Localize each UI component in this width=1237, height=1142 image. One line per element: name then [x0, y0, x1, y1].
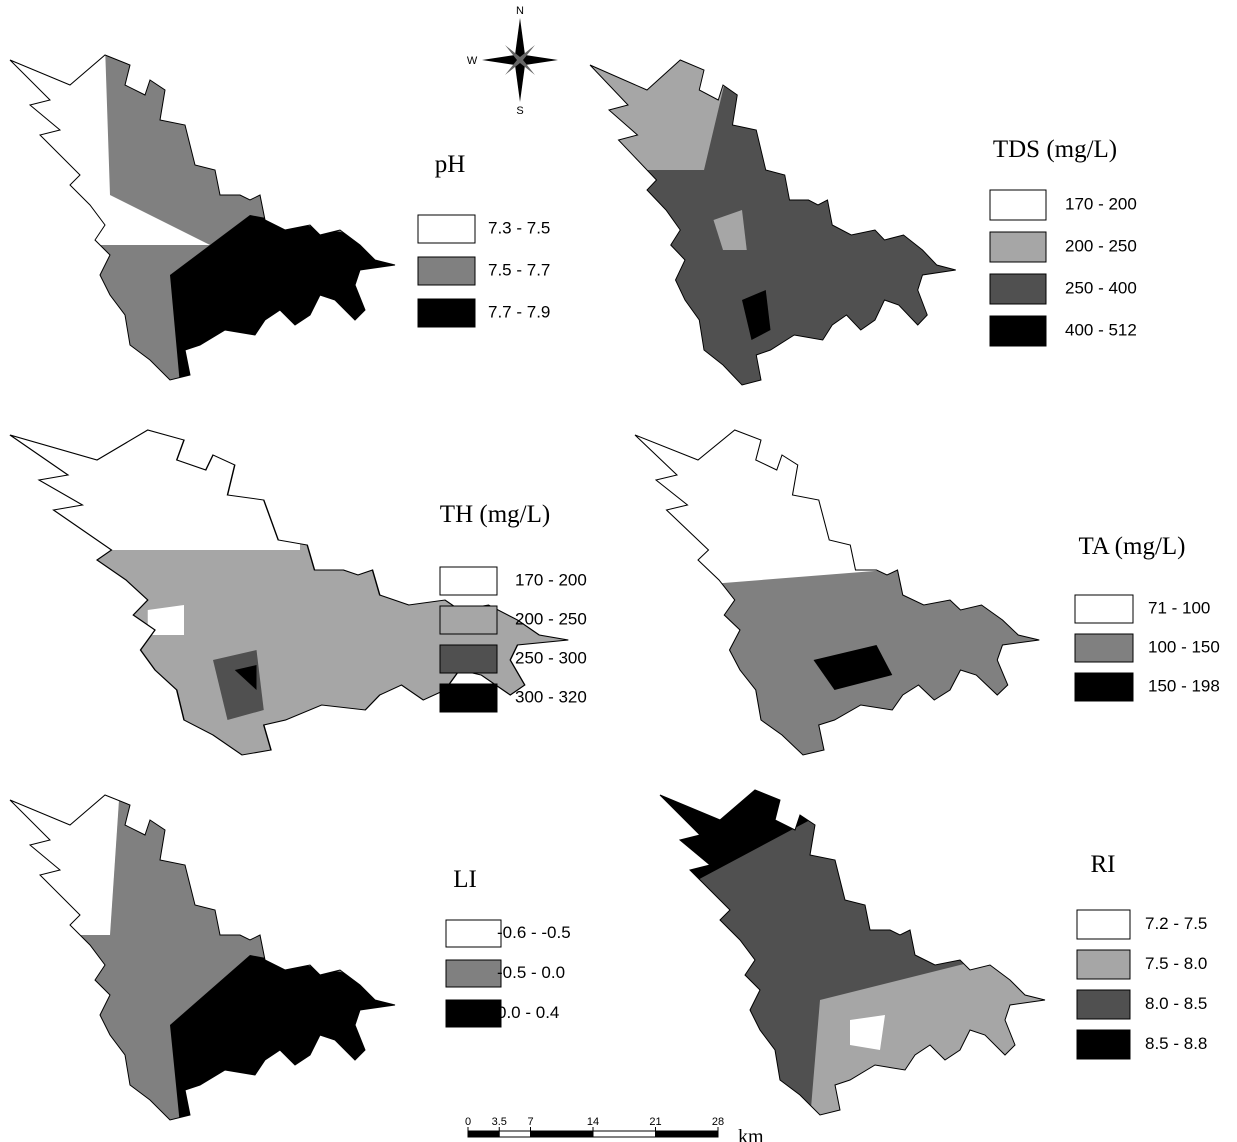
map-panel	[10, 785, 410, 1125]
map-panel	[590, 50, 956, 385]
legend-label: 0.0 - 0.4	[497, 1003, 559, 1022]
legend-label: 170 - 200	[515, 570, 587, 589]
map-title: RI	[1091, 851, 1116, 878]
scale-label: 14	[587, 1116, 599, 1128]
legend-label: -0.5 - 0.0	[497, 963, 565, 982]
map-title: LI	[453, 866, 477, 893]
scale-label: 0	[465, 1116, 471, 1128]
legend-label: 300 - 320	[515, 687, 587, 706]
map-title: TA (mg/L)	[1078, 533, 1185, 560]
zone	[148, 605, 184, 635]
legend-swatch	[418, 257, 475, 285]
compass-south: S	[516, 105, 523, 117]
legend-swatch	[418, 215, 475, 243]
legend-label: 7.5 - 7.7	[488, 260, 550, 279]
map-panel	[10, 45, 410, 385]
scale-segment	[499, 1131, 530, 1137]
scale-label: 28	[712, 1116, 724, 1128]
scale-unit: km	[738, 1126, 764, 1142]
legend-label: 200 - 250	[1065, 236, 1137, 255]
legend-swatch	[990, 232, 1046, 262]
zone	[850, 1015, 885, 1050]
legend-swatch	[440, 567, 497, 595]
legend-swatch	[418, 299, 475, 327]
zone	[10, 420, 300, 550]
legend-swatch	[1077, 910, 1130, 939]
scale-label: 3.5	[492, 1116, 507, 1128]
compass-north: N	[516, 5, 524, 17]
zone	[10, 785, 120, 935]
legend-label: 71 - 100	[1148, 598, 1210, 617]
scale-segment	[531, 1131, 594, 1137]
legend-swatch	[1077, 1030, 1130, 1059]
scale-label: 7	[527, 1116, 533, 1128]
legend-swatch	[446, 1000, 501, 1027]
scale-label: 21	[649, 1116, 661, 1128]
map-title: TDS (mg/L)	[993, 136, 1117, 163]
legend-swatch	[990, 316, 1046, 346]
zone	[635, 420, 887, 590]
legend-swatch	[990, 274, 1046, 304]
scale-segment	[468, 1131, 499, 1137]
legend-swatch	[1075, 595, 1133, 623]
legend-swatch	[1077, 950, 1130, 979]
map-panel	[635, 420, 1039, 755]
legend-swatch	[440, 645, 497, 673]
legend-swatch	[440, 606, 497, 634]
legend-swatch	[446, 960, 501, 987]
figure: N W S pH 7.3 - 7.5 7.5 - 7.7 7.7 - 7.9 TDS (…	[0, 0, 1237, 1142]
legend-label: 400 - 512	[1065, 320, 1137, 339]
map-title: TH (mg/L)	[440, 501, 550, 528]
legend-label: 7.2 - 7.5	[1145, 914, 1207, 933]
legend-label: 170 - 200	[1065, 194, 1137, 213]
legend-swatch	[1075, 673, 1133, 701]
legend-swatch	[1077, 990, 1130, 1019]
legend-label: 250 - 400	[1065, 278, 1137, 297]
legend-label: 7.7 - 7.9	[488, 302, 550, 321]
legend-swatch	[1075, 634, 1133, 662]
legend-swatch	[990, 190, 1046, 220]
legend-label: 100 - 150	[1148, 637, 1220, 656]
legend-label: 150 - 198	[1148, 676, 1220, 695]
scale-segment	[593, 1131, 656, 1137]
compass-west: W	[467, 55, 478, 67]
scale-segment	[656, 1131, 719, 1137]
map-panel	[660, 780, 1060, 1120]
legend-label: 200 - 250	[515, 609, 587, 628]
legend-label: 7.5 - 8.0	[1145, 954, 1207, 973]
legend-swatch	[440, 684, 497, 712]
legend-label: -0.6 - -0.5	[497, 923, 571, 942]
legend-label: 250 - 300	[515, 648, 587, 667]
legend-label: 8.0 - 8.5	[1145, 994, 1207, 1013]
map-title: pH	[435, 151, 466, 178]
legend-label: 8.5 - 8.8	[1145, 1034, 1207, 1053]
compass: N W S	[467, 5, 558, 117]
legend-label: 7.3 - 7.5	[488, 218, 550, 237]
legend-swatch	[446, 920, 501, 947]
